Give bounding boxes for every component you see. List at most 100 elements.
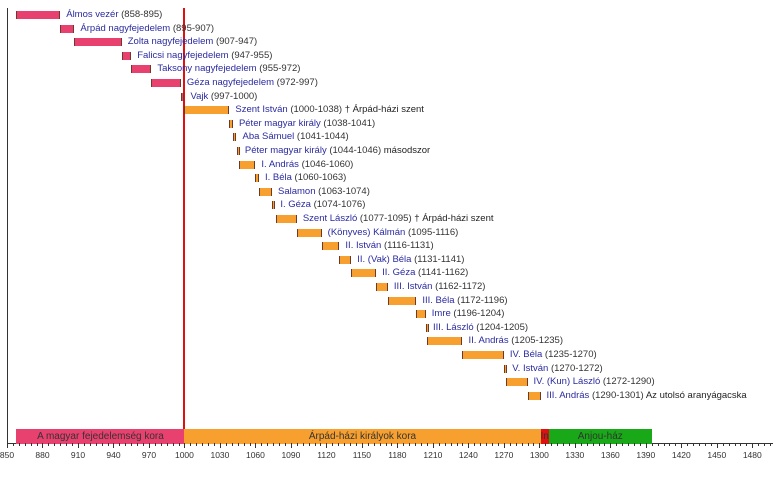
- axis-major-tick: [7, 443, 8, 448]
- axis-minor-tick: [728, 443, 730, 446]
- ruler-bar: [387, 296, 417, 305]
- axis-minor-tick: [563, 443, 564, 446]
- ruler-label: Aba Sámuel (1041-1044): [243, 132, 349, 142]
- ruler-bar: [180, 92, 185, 101]
- ruler-name: III. András: [546, 389, 590, 401]
- axis-minor-tick: [190, 443, 192, 446]
- axis-major-tick: [255, 443, 257, 448]
- axis-minor-tick: [18, 443, 20, 446]
- ruler-label: III. András (1290-1301) Az utolsó aranyá…: [546, 389, 747, 401]
- axis-tick-label: 1450: [707, 450, 727, 460]
- axis-minor-tick: [83, 443, 85, 446]
- axis-minor-tick: [107, 443, 109, 446]
- axis-minor-tick: [764, 443, 766, 446]
- ruler-bar: [503, 364, 507, 373]
- ruler-bar: [339, 255, 352, 264]
- ruler-bar: [258, 187, 272, 196]
- ruler-label: Álmos vezér (858-895): [66, 10, 162, 20]
- ruler-name: III. István: [393, 281, 433, 292]
- ruler-name: Salamon: [277, 185, 316, 197]
- ruler-name: (Könyves) Kálmán: [327, 226, 406, 238]
- axis-minor-tick: [622, 443, 624, 446]
- axis-minor-tick: [403, 443, 405, 446]
- axis-minor-tick: [273, 443, 275, 446]
- ruler-label: Péter magyar király (1038-1041): [239, 118, 375, 129]
- axis-major-tick: [752, 443, 754, 448]
- axis-major-tick: [503, 443, 505, 448]
- ruler-label: Géza nagyfejedelem (972-997): [187, 78, 318, 88]
- axis-minor-tick: [586, 443, 588, 446]
- ruler-dates: (997-1000): [210, 90, 258, 102]
- ruler-dates: (1272-1290): [602, 376, 655, 388]
- ruler-bar: [60, 24, 75, 33]
- axis-minor-tick: [154, 443, 156, 446]
- axis-minor-tick: [314, 443, 316, 446]
- axis-minor-tick: [710, 443, 712, 446]
- ruler-note: másodszor: [383, 145, 431, 156]
- axis-major-tick: [397, 443, 399, 448]
- ruler-name: Taksony nagyfejedelem: [157, 63, 257, 75]
- axis-minor-tick: [285, 443, 286, 446]
- ruler-dates: (955-972): [259, 63, 301, 75]
- axis-minor-tick: [338, 443, 340, 446]
- ruler-note: Az utolsó aranyágacska: [645, 389, 747, 401]
- ruler-bar: [131, 65, 152, 74]
- axis-major-tick: [468, 443, 470, 448]
- ruler-bar: [74, 38, 122, 47]
- ruler-dates: (972-997): [276, 77, 318, 88]
- axis-minor-tick: [633, 443, 635, 446]
- axis-minor-tick: [24, 443, 26, 446]
- axis-minor-tick: [675, 443, 677, 446]
- ruler-label: IV. Béla (1235-1270): [510, 350, 597, 360]
- ruler-dates: (1172-1196): [457, 294, 508, 306]
- axis-minor-tick: [72, 443, 74, 446]
- axis-minor-tick: [409, 443, 411, 446]
- axis-minor-tick: [580, 443, 582, 446]
- axis-minor-tick: [202, 443, 204, 446]
- ruler-bar: [238, 160, 256, 169]
- ruler-name: Álmos vezér: [66, 9, 119, 20]
- ruler-label: III. István (1162-1172): [394, 282, 486, 292]
- axis-minor-tick: [628, 443, 630, 446]
- ruler-dates: (1270-1272): [550, 362, 603, 374]
- axis-minor-tick: [302, 443, 304, 446]
- axis-minor-tick: [344, 443, 346, 446]
- period-band: Árpád-házi királyok kora: [184, 429, 541, 444]
- ruler-dates: (1235-1270): [544, 349, 597, 360]
- axis-minor-tick: [60, 443, 62, 446]
- axis-minor-tick: [208, 443, 210, 446]
- axis-minor-tick: [131, 443, 133, 446]
- axis-minor-tick: [231, 443, 233, 446]
- axis-minor-tick: [740, 443, 742, 446]
- ruler-label: Zolta nagyfejedelem (907-947): [128, 37, 257, 47]
- axis-tick-label: 1300: [529, 450, 549, 460]
- axis-minor-tick: [687, 443, 689, 446]
- ruler-bar: [425, 323, 429, 332]
- axis-minor-tick: [279, 443, 281, 446]
- axis-minor-tick: [350, 443, 352, 446]
- ruler-label: Imre (1196-1204): [432, 309, 505, 319]
- ruler-bar: [271, 201, 275, 210]
- ruler-label: I. Béla (1060-1063): [265, 173, 346, 183]
- ruler-dates: (1060-1063): [294, 172, 347, 184]
- axis-tick-label: 1360: [600, 450, 620, 460]
- ruler-name: II. Géza: [382, 267, 416, 279]
- ruler-dates: (1000-1038): [290, 104, 343, 116]
- axis-tick-label: 850: [0, 450, 15, 460]
- axis-tick-label: 880: [35, 450, 50, 460]
- axis-tick-label: 1090: [281, 450, 301, 460]
- ruler-label: Péter magyar király (1044-1046) másodszo…: [245, 146, 430, 156]
- axis-minor-tick: [125, 443, 127, 446]
- ruler-dates: (1141-1162): [418, 267, 469, 279]
- ruler-label: Szent István (1000-1038) † Árpád-házi sz…: [235, 105, 424, 115]
- axis-minor-tick: [391, 443, 393, 446]
- axis-minor-tick: [746, 443, 748, 446]
- axis-tick-label: 1150: [352, 450, 372, 460]
- axis-minor-tick: [480, 443, 482, 446]
- axis-minor-tick: [663, 443, 665, 446]
- axis-minor-tick: [225, 443, 227, 446]
- axis-minor-tick: [598, 443, 600, 446]
- axis-tick-label: 940: [106, 450, 121, 460]
- axis-minor-tick: [421, 443, 423, 446]
